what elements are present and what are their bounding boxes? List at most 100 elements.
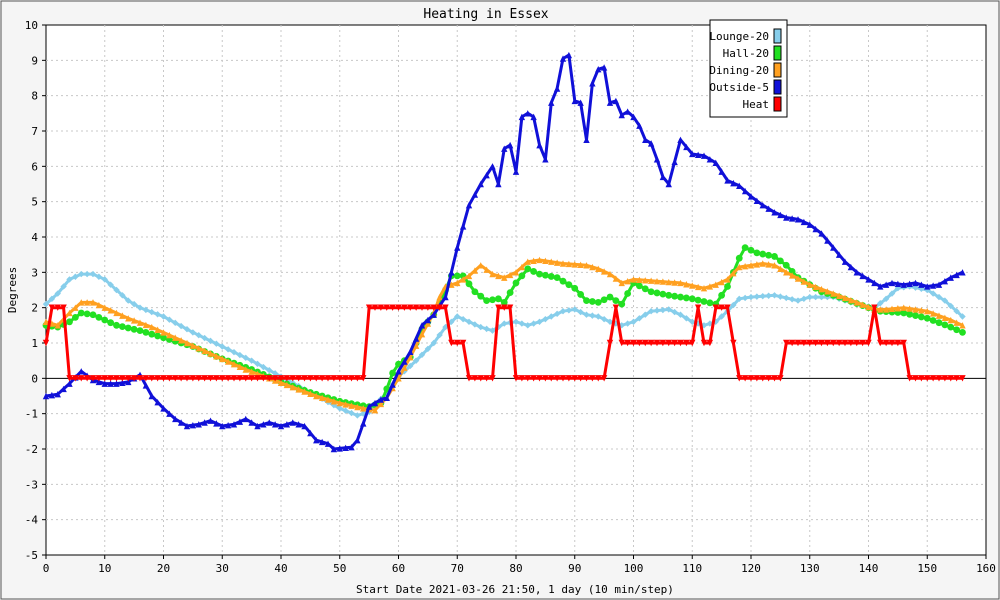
dining-20-marker [894, 305, 902, 312]
dining-20-marker [371, 406, 379, 414]
outside-5-marker [565, 51, 573, 59]
heat-marker [671, 339, 678, 347]
outside-5-marker [277, 422, 285, 430]
heat-marker [78, 375, 85, 382]
outside-5-marker [289, 419, 296, 426]
outside-5-marker [953, 271, 960, 279]
heat-marker [595, 375, 602, 382]
lounge-20-marker [154, 311, 161, 318]
dining-20-marker [841, 294, 849, 302]
dining-20-marker [612, 275, 620, 282]
heat-marker [712, 304, 719, 311]
dining-20-marker [154, 326, 161, 333]
outside-5-marker [577, 99, 584, 106]
heat-marker [959, 375, 966, 382]
dining-20-marker [342, 401, 349, 408]
heat-marker [812, 339, 819, 347]
outside-5-marker [653, 156, 661, 163]
dining-20-marker [301, 388, 308, 395]
hall-20-marker [923, 314, 931, 322]
heat-marker [277, 375, 285, 382]
hall-20-marker [583, 297, 590, 304]
outside-5-marker [66, 380, 73, 387]
heat-marker [841, 339, 849, 347]
dining-20-marker [189, 342, 197, 349]
x-tick-label: 120 [741, 562, 761, 575]
lounge-20-marker [730, 301, 737, 309]
heat-marker [929, 375, 937, 382]
heat-marker [912, 375, 919, 382]
hall-20-marker [541, 271, 549, 279]
dining-20-marker [559, 260, 567, 267]
heat-marker [689, 339, 696, 347]
dining-20-marker [947, 316, 954, 324]
dining-20-marker [653, 277, 661, 285]
heat-marker [606, 339, 614, 347]
lounge-20-marker [736, 295, 743, 303]
hall-20-marker [107, 319, 115, 327]
heat-marker [354, 375, 361, 382]
hall-20-marker [559, 277, 567, 285]
lounge-20-marker [741, 294, 749, 302]
heat-marker [700, 339, 708, 347]
hall-20-marker [594, 298, 602, 306]
outside-5-marker [859, 272, 866, 280]
outside-5-marker [177, 419, 185, 426]
outside-5-marker [201, 419, 208, 426]
legend-swatch-hall-20 [773, 45, 782, 61]
outside-5-marker [448, 269, 455, 276]
hall-20-marker [765, 251, 773, 259]
lounge-20-marker [941, 297, 949, 304]
dining-20-marker [548, 258, 555, 265]
outside-5-marker [847, 263, 855, 271]
heat-marker [289, 375, 296, 382]
dining-20-marker [694, 283, 702, 291]
dining-20-marker [42, 318, 50, 325]
dining-20-marker [830, 290, 837, 297]
dining-20-marker [771, 262, 778, 269]
x-tick-label: 160 [976, 562, 996, 575]
dining-20-marker [113, 309, 120, 317]
heat-marker [859, 339, 866, 347]
dining-20-marker [853, 299, 860, 306]
dining-20-marker [647, 277, 655, 284]
y-tick-label: 1 [31, 337, 38, 350]
lounge-20-marker [806, 293, 813, 301]
lounge-20-marker [630, 318, 637, 325]
heat-marker [177, 375, 185, 382]
outside-5-marker [530, 113, 537, 121]
dining-20-marker [595, 265, 602, 272]
x-tick-label: 70 [451, 562, 464, 575]
outside-5-marker [465, 202, 473, 209]
hall-20-marker [953, 326, 961, 334]
heat-marker [694, 304, 702, 311]
lounge-20-marker [812, 293, 819, 301]
lounge-20-marker [95, 273, 103, 280]
heat-marker [412, 304, 420, 311]
outside-5-marker [600, 64, 608, 71]
x-tick-label: 40 [274, 562, 287, 575]
lounge-20-marker [788, 296, 796, 303]
dining-20-marker [589, 263, 596, 271]
hall-20-marker [935, 319, 943, 327]
dining-20-marker [130, 317, 138, 324]
dining-20-marker [54, 322, 61, 329]
lounge-20-marker [207, 337, 214, 345]
lounge-20-marker [783, 294, 790, 302]
lounge-20-marker [501, 320, 508, 327]
heat-marker [254, 375, 261, 382]
outside-5-marker [559, 55, 567, 62]
lounge-20-marker [571, 306, 578, 313]
outside-5-marker [125, 378, 132, 386]
lounge-20-marker [407, 362, 414, 370]
outside-5-marker [166, 410, 173, 417]
legend-label-hall-20: Hall-20 [723, 47, 769, 60]
lounge-20-marker [753, 293, 761, 300]
outside-5-marker [412, 335, 420, 342]
heat-marker [189, 375, 197, 382]
lounge-20-marker [465, 318, 473, 325]
heat-marker [401, 304, 408, 311]
outside-5-marker [806, 221, 813, 228]
dining-20-marker [606, 270, 614, 278]
lounge-20-marker [459, 315, 467, 323]
